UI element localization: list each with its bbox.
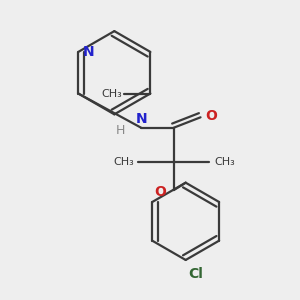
Text: N: N [135,112,147,126]
Text: CH₃: CH₃ [101,88,122,98]
Text: O: O [154,184,166,199]
Text: N: N [83,45,94,59]
Text: O: O [205,109,217,123]
Text: CH₃: CH₃ [214,157,235,167]
Text: CH₃: CH₃ [113,157,134,167]
Text: H: H [116,124,125,136]
Text: Cl: Cl [189,267,203,281]
